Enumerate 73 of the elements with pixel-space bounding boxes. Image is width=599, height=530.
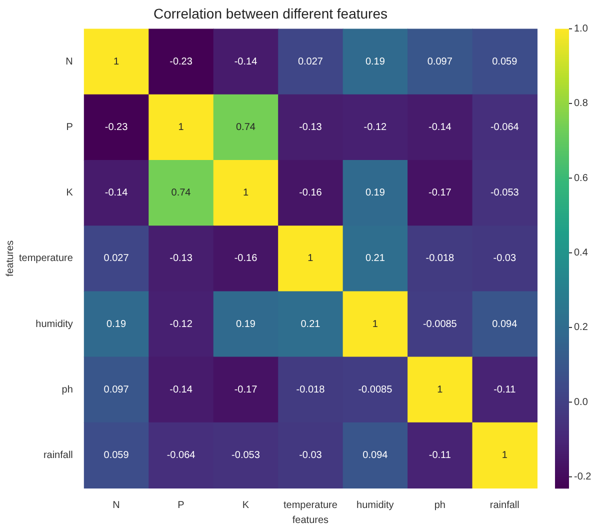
data-label: -0.018 xyxy=(296,384,326,396)
y-tick-label: rainfall xyxy=(43,450,73,461)
y-tick-label: K xyxy=(66,188,74,199)
data-label: -0.11 xyxy=(494,384,516,396)
data-label: 0.21 xyxy=(300,318,321,330)
data-label: -0.13 xyxy=(299,122,322,133)
data-label: -0.14 xyxy=(428,122,452,133)
y-tick-label: temperature xyxy=(18,253,74,264)
data-label: 0.027 xyxy=(104,253,130,264)
color-bar-label: 1.0 xyxy=(574,24,588,35)
data-label: -0.053 xyxy=(232,450,260,461)
data-label: 0.74 xyxy=(171,188,192,199)
data-label: -0.16 xyxy=(234,253,258,264)
x-axis-title: features xyxy=(292,514,329,526)
data-label: 0.19 xyxy=(106,318,126,330)
y-tick-label: N xyxy=(66,56,73,68)
data-label: -0.12 xyxy=(364,122,388,133)
data-label: 0.097 xyxy=(104,384,130,396)
data-label: 0.74 xyxy=(236,122,256,133)
chart-title: Correlation between different features xyxy=(154,5,388,22)
data-label: -0.11 xyxy=(428,450,452,461)
data-label: 0.21 xyxy=(365,253,386,264)
color-bar-label: 0.6 xyxy=(574,172,588,184)
data-label: 0.027 xyxy=(298,56,324,68)
data-label: -0.03 xyxy=(299,450,322,461)
data-label: 1 xyxy=(437,384,444,396)
data-label: -0.064 xyxy=(166,450,196,461)
data-label: -0.14 xyxy=(234,56,258,68)
y-tick-label: P xyxy=(66,122,74,133)
x-tick-label: ph xyxy=(434,500,446,511)
data-label: 0.19 xyxy=(365,188,386,199)
data-label: -0.16 xyxy=(299,188,322,199)
data-label: 0.094 xyxy=(362,450,388,461)
data-label: 0.19 xyxy=(236,318,256,330)
data-label: -0.23 xyxy=(170,56,193,68)
x-tick-label: humidity xyxy=(356,500,394,511)
data-label: 0.097 xyxy=(427,56,453,68)
data-label: -0.17 xyxy=(428,188,452,199)
data-label: -0.23 xyxy=(104,122,128,133)
x-tick-label: N xyxy=(112,500,120,511)
data-label: -0.14 xyxy=(104,188,128,199)
data-label: -0.064 xyxy=(490,122,520,133)
data-label: 1 xyxy=(114,56,120,68)
color-bar-label: 0.0 xyxy=(574,396,588,408)
y-tick-label: humidity xyxy=(36,318,73,330)
x-tick-label: P xyxy=(178,500,185,511)
color-bar-label: -0.2 xyxy=(574,472,592,483)
y-tick-label: ph xyxy=(62,384,73,396)
data-label: -0.12 xyxy=(170,318,193,330)
data-label: 0.059 xyxy=(492,56,518,68)
data-label: -0.053 xyxy=(490,188,520,199)
data-label: -0.0085 xyxy=(358,384,393,396)
data-label: -0.17 xyxy=(234,384,258,396)
data-label: -0.018 xyxy=(426,253,455,264)
x-tick-label: K xyxy=(242,500,250,511)
data-label: 1 xyxy=(178,122,184,133)
data-label: 0.094 xyxy=(492,318,518,330)
data-label: -0.14 xyxy=(170,384,193,396)
color-bar-label: 0.4 xyxy=(574,248,588,259)
data-label: -0.13 xyxy=(170,253,193,264)
data-label: 1 xyxy=(308,253,314,264)
data-label: 1 xyxy=(502,450,508,461)
data-label: 1 xyxy=(372,318,378,330)
y-axis-title: features xyxy=(4,240,16,276)
color-bar-label: 0.2 xyxy=(574,322,588,334)
data-label: 0.19 xyxy=(365,56,386,68)
data-label: 0.059 xyxy=(104,450,130,461)
x-tick-label: temperature xyxy=(283,500,338,511)
data-label: 1 xyxy=(242,188,249,199)
x-tick-label: rainfall xyxy=(490,500,520,511)
color-bar-label: 0.8 xyxy=(574,98,588,110)
data-label: -0.0085 xyxy=(422,318,458,330)
data-label: -0.03 xyxy=(493,253,516,264)
